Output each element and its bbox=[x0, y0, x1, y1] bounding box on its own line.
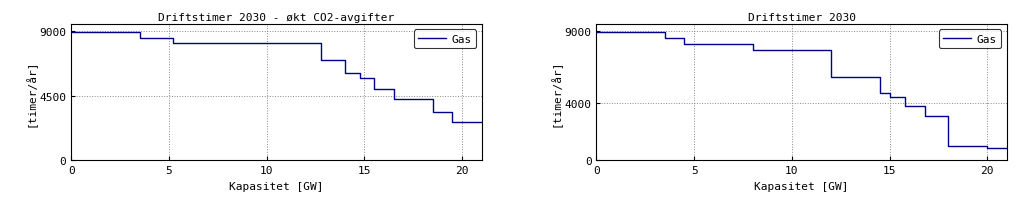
X-axis label: Kapasitet [GW]: Kapasitet [GW] bbox=[229, 181, 323, 191]
Title: Driftstimer 2030 - økt CO2-avgifter: Driftstimer 2030 - økt CO2-avgifter bbox=[159, 13, 395, 23]
Legend: Gas: Gas bbox=[414, 30, 476, 49]
Title: Driftstimer 2030: Driftstimer 2030 bbox=[747, 13, 855, 23]
Legend: Gas: Gas bbox=[939, 30, 1002, 49]
Y-axis label: [timer/år]: [timer/år] bbox=[24, 59, 37, 126]
Y-axis label: [timer/år]: [timer/år] bbox=[550, 59, 561, 126]
X-axis label: Kapasitet [GW]: Kapasitet [GW] bbox=[755, 181, 849, 191]
